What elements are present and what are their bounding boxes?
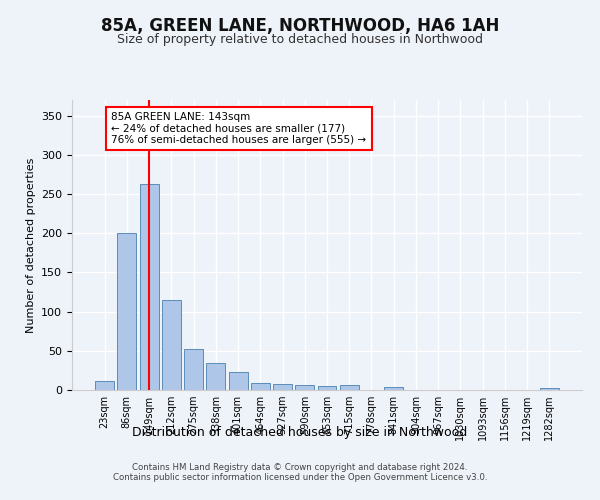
Y-axis label: Number of detached properties: Number of detached properties (26, 158, 35, 332)
Bar (229, 372, 248, 390)
Text: Distribution of detached houses by size in Northwood: Distribution of detached houses by size … (133, 426, 467, 439)
Text: 85A, GREEN LANE, NORTHWOOD, HA6 1AH: 85A, GREEN LANE, NORTHWOOD, HA6 1AH (101, 18, 499, 36)
Bar (184, 349, 203, 390)
Bar (118, 233, 136, 390)
Text: Size of property relative to detached houses in Northwood: Size of property relative to detached ho… (117, 32, 483, 46)
Bar (162, 300, 181, 390)
Bar (317, 386, 337, 390)
Bar (295, 384, 314, 390)
Text: Contains HM Land Registry data © Crown copyright and database right 2024.
Contai: Contains HM Land Registry data © Crown c… (113, 463, 487, 482)
Bar (384, 387, 403, 390)
Bar (340, 384, 359, 390)
Bar (206, 362, 225, 390)
Bar (273, 384, 292, 390)
Bar (540, 388, 559, 390)
Bar (95, 382, 114, 390)
Bar (251, 383, 270, 390)
Bar (140, 184, 158, 390)
Text: 85A GREEN LANE: 143sqm
← 24% of detached houses are smaller (177)
76% of semi-de: 85A GREEN LANE: 143sqm ← 24% of detached… (112, 112, 367, 145)
